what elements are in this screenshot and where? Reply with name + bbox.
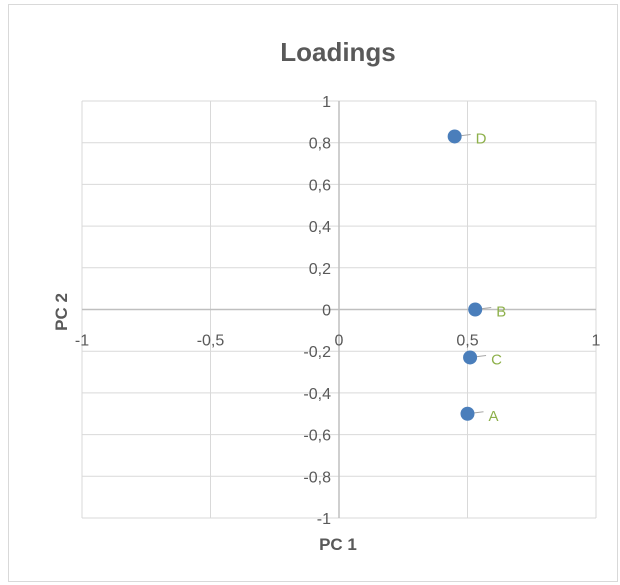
y-tick-label: 0,2 bbox=[309, 261, 331, 278]
data-label-D: D bbox=[476, 130, 487, 147]
y-tick-label: -0,4 bbox=[303, 386, 331, 403]
y-tick-label: -0,6 bbox=[303, 428, 331, 445]
y-tick-labels: 1 0,8 0,6 0,4 0,2 0 -0,2 -0,4 -0,6 -0,8 -1 bbox=[303, 94, 331, 528]
chart-area bbox=[8, 4, 618, 582]
x-tick-label: 0,5 bbox=[456, 333, 478, 350]
x-tick-label: -1 bbox=[75, 333, 89, 350]
y-tick-label: 1 bbox=[322, 94, 331, 111]
data-point-D bbox=[447, 129, 462, 144]
x-tick-label: 1 bbox=[592, 333, 601, 350]
x-tick-label: -0,5 bbox=[197, 333, 225, 350]
y-tick-label: 0 bbox=[322, 303, 331, 320]
y-tick-label: -1 bbox=[317, 511, 331, 528]
chart-title: Loadings bbox=[280, 37, 396, 67]
data-point-B bbox=[468, 302, 483, 317]
x-tick-labels: -1 -0,5 0 0,5 1 bbox=[75, 333, 601, 350]
data-points: D B C A bbox=[447, 129, 506, 425]
y-tick-label: 0,8 bbox=[309, 136, 331, 153]
y-axis-title: PC 2 bbox=[52, 293, 71, 331]
data-label-B: B bbox=[496, 304, 506, 321]
data-point-A bbox=[460, 406, 475, 421]
data-point-C bbox=[463, 350, 478, 365]
x-tick-label: 0 bbox=[335, 333, 344, 350]
y-tick-label: 0,6 bbox=[309, 177, 331, 194]
y-tick-label: -0,8 bbox=[303, 469, 331, 486]
data-label-A: A bbox=[489, 408, 499, 425]
axes bbox=[82, 101, 596, 518]
y-tick-label: -0,2 bbox=[303, 344, 331, 361]
data-label-C: C bbox=[491, 351, 502, 368]
y-tick-label: 0,4 bbox=[309, 219, 331, 236]
x-axis-title: PC 1 bbox=[319, 535, 357, 554]
